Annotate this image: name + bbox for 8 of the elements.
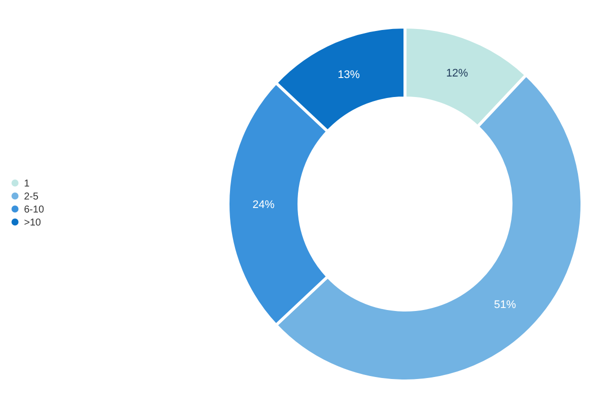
legend-label: >10 — [24, 218, 42, 228]
data-label: 51% — [494, 298, 516, 311]
data-label: 24% — [252, 198, 275, 211]
legend-label: 1 — [24, 178, 30, 190]
legend-label: 2-5 — [24, 192, 39, 202]
legend-label: 6-10 — [24, 204, 44, 216]
data-label: 12% — [446, 67, 468, 80]
data-label: 13% — [338, 68, 360, 81]
